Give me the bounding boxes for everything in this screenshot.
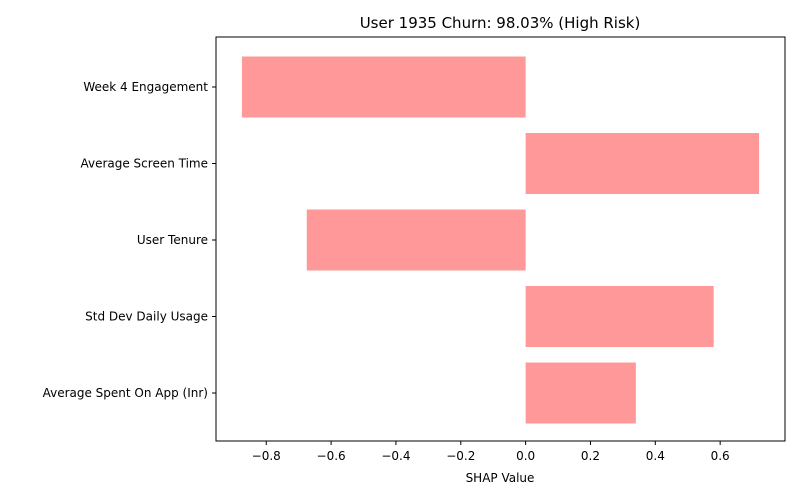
y-tick-label: Average Screen Time	[80, 157, 208, 171]
y-axis: Week 4 Engagement Average Screen Time User…	[43, 80, 216, 400]
x-tick-label: 0.0	[516, 449, 535, 463]
x-tick-label: 0.2	[581, 449, 600, 463]
bar-average-screen-time	[525, 133, 760, 194]
y-tick-label: Average Spent On App (Inr)	[43, 386, 208, 400]
bar-average-spent-on-app-inr	[525, 362, 636, 424]
bar-week-4-engagement	[241, 56, 526, 118]
chart-title: User 1935 Churn: 98.03% (High Risk)	[360, 14, 641, 32]
plot-frame	[215, 36, 786, 442]
bar-user-tenure	[306, 209, 526, 271]
y-tick-label: Week 4 Engagement	[83, 80, 208, 94]
x-tick-label: −0.8	[252, 449, 281, 463]
x-tick-label: −0.2	[446, 449, 475, 463]
y-tick-label: User Tenure	[137, 233, 208, 247]
x-tick-label: −0.6	[317, 449, 346, 463]
x-tick-label: 0.6	[711, 449, 730, 463]
y-tick-label: Std Dev Daily Usage	[85, 310, 208, 324]
x-tick-label: −0.4	[381, 449, 410, 463]
bar-std-dev-daily-usage	[525, 286, 714, 347]
x-axis: −0.8 −0.6 −0.4 −0.2 0.0 0.2 0.4 0.6	[252, 441, 730, 463]
x-axis-label: SHAP Value	[466, 471, 535, 485]
bars-group	[241, 56, 760, 424]
x-tick-label: 0.4	[646, 449, 665, 463]
